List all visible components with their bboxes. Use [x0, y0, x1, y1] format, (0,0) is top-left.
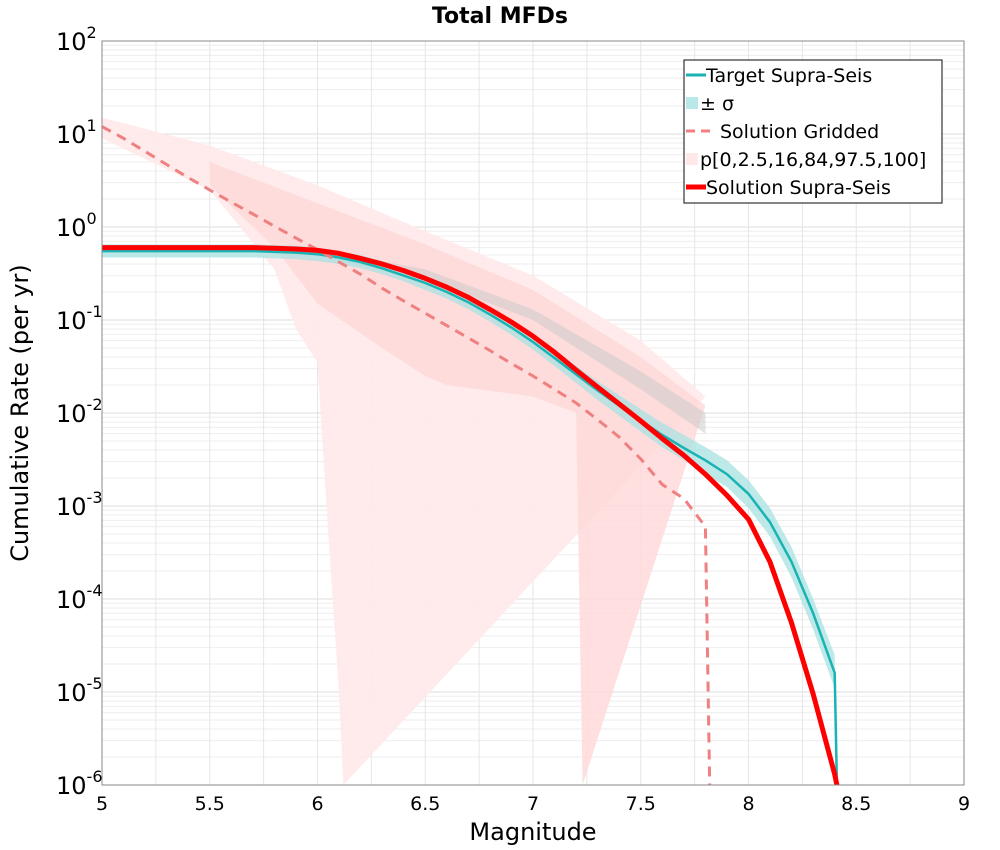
chart-title: Total MFDs: [432, 4, 568, 29]
x-tick-label: 6.5: [410, 793, 440, 815]
x-tick-label: 8.5: [841, 793, 871, 815]
legend-swatch: [686, 153, 698, 165]
legend-label: Solution Gridded: [720, 121, 879, 143]
percentile-band-outer: [102, 117, 706, 786]
y-tick-label: 10-4: [56, 581, 103, 614]
y-tick-label: 10-2: [56, 395, 103, 428]
x-tick-label: 7.5: [626, 793, 656, 815]
y-axis-label: Cumulative Rate (per yr): [6, 264, 34, 562]
x-tick-label: 5: [96, 793, 108, 815]
x-axis-label: Magnitude: [469, 818, 596, 846]
y-tick-label: 10-5: [56, 674, 103, 707]
y-tick-label: 10-6: [56, 767, 103, 800]
legend-box: [683, 59, 943, 204]
solution-supra-seis-line: [102, 245, 840, 786]
series-lines: [101, 125, 840, 786]
y-tick-label: 10-1: [56, 302, 103, 335]
x-tick-label: 7: [527, 793, 539, 815]
y-tick-label: 101: [56, 116, 97, 149]
legend-swatch: [686, 97, 698, 109]
legend-label: ± σ: [700, 93, 734, 115]
y-ticks: 102 101 100 10-1 10-2 10-3 10-4 10-5 10-6: [56, 23, 103, 800]
y-tick-label: 102: [56, 23, 97, 56]
x-tick-label: 5.5: [195, 793, 225, 815]
x-ticks: 5 5.5 6 6.5 7 7.5 8 8.5 9: [96, 793, 970, 815]
target-supra-seis-line: [102, 249, 839, 786]
x-tick-label: 6: [311, 793, 323, 815]
legend-label: p[0,2.5,16,84,97.5,100]: [700, 149, 926, 171]
x-tick-label: 9: [958, 793, 970, 815]
plot-frame: [101, 40, 965, 786]
legend-label: Target Supra-Seis: [705, 65, 872, 87]
percentile-band-mid: [209, 162, 706, 785]
bands: [102, 117, 837, 786]
y-tick-label: 10-3: [56, 488, 103, 521]
legend: Target Supra-Seis ± σ Solution Gridded p[0,…: [683, 59, 943, 204]
y-tick-label: 100: [56, 209, 97, 242]
legend-label: Solution Supra-Seis: [706, 177, 891, 199]
x-tick-label: 8: [742, 793, 754, 815]
solution-gridded-line: [101, 125, 712, 786]
